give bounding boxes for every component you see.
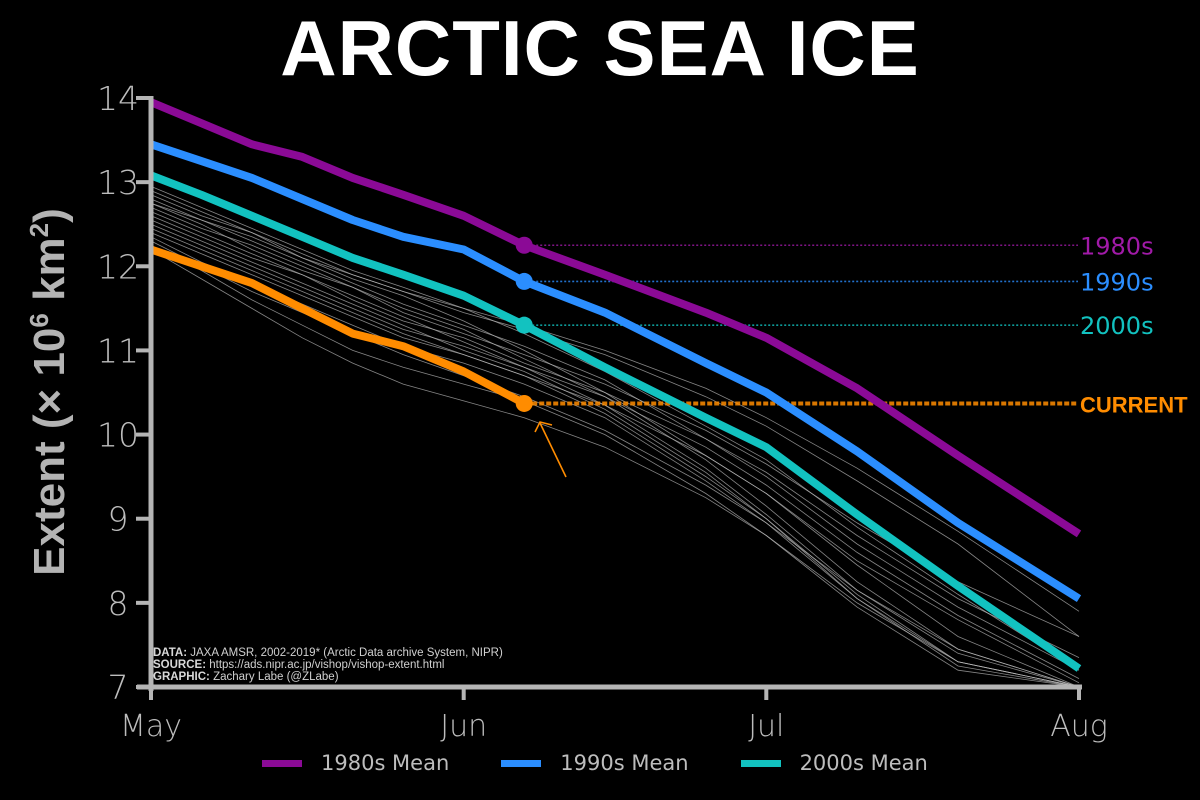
y-tick-label: 12 (97, 247, 139, 286)
year-line (150, 211, 1080, 688)
year-line (150, 223, 1080, 679)
y-tick-label: 13 (97, 163, 139, 202)
y-tick-label: 10 (97, 416, 139, 455)
series-line (149, 171, 1082, 672)
legend-swatch-1990s (501, 759, 542, 767)
year-line (150, 228, 1080, 688)
year-line (150, 190, 1080, 637)
y-axis-label: Extent (× 106 km2) (24, 208, 74, 576)
year-line (150, 240, 1080, 688)
marker-guide-lines (532, 244, 1078, 406)
series-line (149, 98, 1082, 538)
series-line (149, 140, 1082, 602)
year-line (150, 232, 1080, 684)
y-tick-label: 7 (108, 668, 129, 707)
mean-lines (149, 98, 1082, 672)
marker-dot (515, 272, 533, 290)
legend-item-2000s: 2000s Mean (740, 751, 928, 775)
legend-swatch-2000s (740, 759, 781, 767)
year-line (150, 207, 1080, 637)
y-tick-label: 14 (97, 79, 139, 118)
marker-dot (515, 316, 533, 334)
year-line (150, 215, 1080, 658)
year-line (150, 244, 1080, 688)
x-tick-label: Aug (1050, 709, 1108, 744)
y-tick-label: 11 (97, 331, 139, 370)
year-line (150, 249, 1080, 688)
legend-label: 2000s Mean (799, 751, 928, 775)
credit-graphic: GRAPHIC: Zachary Labe (@ZLabe) (153, 671, 339, 683)
year-line (150, 198, 1080, 671)
marker-dot (515, 394, 533, 412)
x-tick-label: May (120, 709, 182, 744)
credit-source: SOURCE: https://ads.nipr.ac.jp/vishop/vi… (153, 659, 445, 671)
y-tick-label: 9 (108, 500, 129, 539)
series-end-labels: 1980s 1990s 2000s CURRENT (1080, 232, 1188, 417)
legend-item-1990s: 1990s Mean (501, 751, 689, 775)
current-date-markers (515, 236, 533, 412)
x-tick-label: Jul (748, 709, 784, 744)
legend-item-1980s: 1980s Mean (262, 751, 449, 775)
chart-title: ARCTIC SEA ICE (280, 4, 920, 92)
end-label-2000s: 2000s (1080, 312, 1154, 340)
end-label-current: CURRENT (1080, 392, 1188, 417)
legend: 1980s Mean 1990s Mean 2000s Mean (262, 751, 980, 775)
individual-year-lines (150, 186, 1080, 688)
year-line (150, 219, 1080, 688)
current-arrow-icon (534, 421, 567, 478)
marker-dot (515, 236, 533, 254)
end-label-1980s: 1980s (1080, 232, 1154, 260)
year-line (150, 186, 1080, 671)
credits-block: DATA: JAXA AMSR, 2002-2019* (Arctic Data… (153, 647, 503, 683)
y-tick-label: 8 (108, 584, 129, 623)
x-tick-label: Jun (440, 709, 487, 744)
legend-swatch-1980s (262, 759, 302, 767)
axes: 7 8 9 10 11 12 13 14 May Jun Jul Aug (97, 79, 1108, 744)
legend-label: 1980s Mean (321, 751, 450, 775)
series-line (149, 245, 527, 407)
credit-data: DATA: JAXA AMSR, 2002-2019* (Arctic Data… (153, 647, 503, 659)
year-line (150, 202, 1080, 612)
legend-label: 1990s Mean (560, 751, 689, 775)
end-label-1990s: 1990s (1080, 268, 1154, 296)
